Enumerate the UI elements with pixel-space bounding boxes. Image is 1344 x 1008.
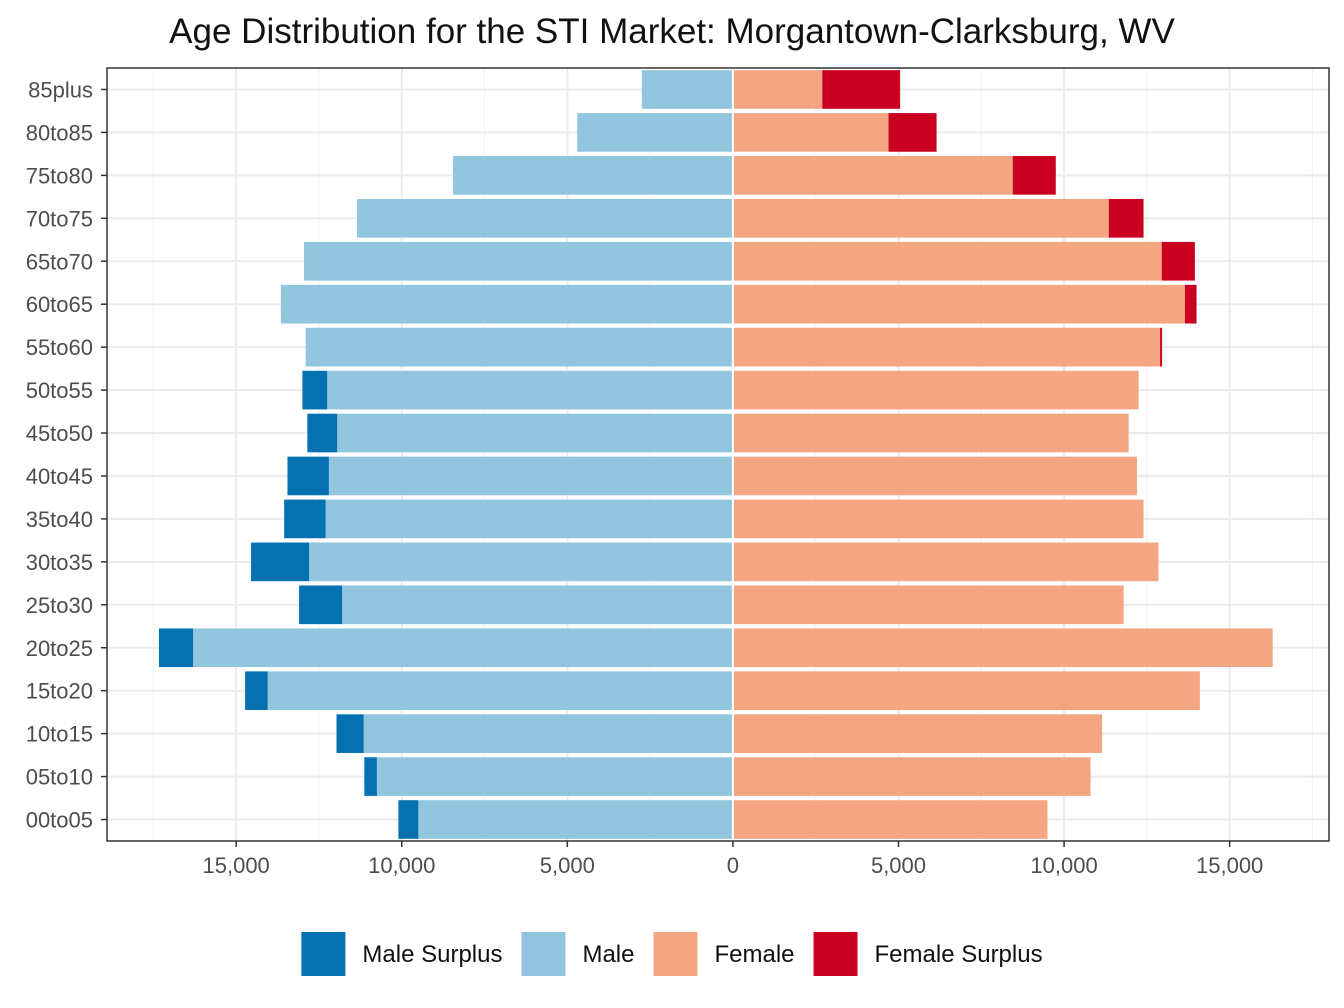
plot-panel [107, 68, 1329, 841]
bar-female-05to10 [732, 757, 1091, 796]
bar-female-00to05 [732, 800, 1048, 839]
y-tick-label-85plus: 85plus [28, 77, 93, 102]
x-tick-label: 5,000 [871, 853, 926, 878]
y-tick-label-00to05: 00to05 [26, 808, 93, 833]
bar-male-70to75 [357, 198, 733, 238]
bar-female-25to30 [732, 585, 1124, 625]
y-tick-label-75to80: 75to80 [26, 163, 93, 188]
bar-male-15to20 [267, 671, 733, 711]
bar-female-surplus-75to80 [1012, 156, 1056, 195]
bar-female-45to50 [732, 413, 1129, 453]
bar-female-surplus-70to75 [1108, 198, 1144, 238]
bar-male-surplus-50to55 [302, 370, 328, 410]
bar-female-70to75 [732, 198, 1109, 238]
bar-male-40to45 [328, 456, 733, 496]
bar-male-surplus-10to15 [336, 714, 364, 753]
bar-male-45to50 [337, 413, 733, 453]
y-tick-label-25to30: 25to30 [26, 593, 93, 618]
bar-male-05to10 [376, 757, 733, 796]
legend-key-male-surplus [301, 932, 346, 976]
bar-male-25to30 [342, 585, 733, 625]
x-tick-label: 10,000 [368, 853, 435, 878]
bar-male-50to55 [327, 370, 733, 410]
bar-female-60to65 [732, 284, 1185, 324]
y-tick-label-70to75: 70to75 [26, 206, 93, 231]
bar-male-35to40 [325, 499, 733, 539]
y-tick-label-80to85: 80to85 [26, 120, 93, 145]
bar-male-surplus-35to40 [284, 499, 326, 539]
y-tick-label-15to20: 15to20 [26, 679, 93, 704]
y-tick-label-10to15: 10to15 [26, 722, 93, 747]
bar-female-55to60 [732, 327, 1161, 367]
bar-female-50to55 [732, 370, 1139, 410]
bar-male-00to05 [418, 800, 733, 839]
bar-male-20to25 [193, 628, 733, 668]
bar-female-75to80 [732, 156, 1013, 195]
bar-male-surplus-30to35 [251, 542, 310, 582]
bar-male-10to15 [363, 714, 733, 753]
bar-female-40to45 [732, 456, 1137, 496]
y-tick-label-60to65: 60to65 [26, 292, 93, 317]
bar-male-surplus-15to20 [245, 671, 268, 711]
bar-female-surplus-65to70 [1161, 241, 1195, 281]
bar-female-surplus-55to60 [1160, 327, 1163, 367]
bar-male-85plus [641, 70, 733, 109]
bar-male-surplus-45to50 [307, 413, 338, 453]
y-tick-label-35to40: 35to40 [26, 507, 93, 532]
bar-female-30to35 [732, 542, 1159, 582]
legend-label-male-surplus: Male Surplus [362, 941, 502, 968]
plot-border [106, 67, 1330, 842]
legend-label-female-surplus: Female Surplus [875, 941, 1043, 968]
legend-label-male: Male [582, 941, 634, 968]
legend-key-female [653, 932, 698, 976]
bar-female-surplus-80to85 [888, 113, 937, 152]
y-tick-label-20to25: 20to25 [26, 636, 93, 661]
bar-female-80to85 [732, 113, 889, 152]
bar-male-80to85 [577, 113, 733, 152]
y-tick-label-65to70: 65to70 [26, 249, 93, 274]
x-tick-label: 5,000 [540, 853, 595, 878]
x-tick-label: 15,000 [203, 853, 270, 878]
bar-male-30to35 [309, 542, 733, 582]
bar-male-surplus-25to30 [299, 585, 343, 625]
bar-male-60to65 [280, 284, 733, 324]
bar-female-surplus-60to65 [1184, 284, 1197, 324]
y-tick-label-45to50: 45to50 [26, 421, 93, 446]
bar-female-10to15 [732, 714, 1103, 753]
y-tick-label-05to10: 05to10 [26, 765, 93, 790]
chart-title: Age Distribution for the STI Market: Mor… [169, 12, 1175, 51]
x-tick-label: 0 [727, 853, 739, 878]
bar-male-75to80 [453, 156, 733, 195]
legend-key-male [521, 932, 566, 976]
bar-male-surplus-05to10 [364, 757, 377, 796]
bar-male-surplus-00to05 [398, 800, 419, 839]
bar-male-surplus-20to25 [158, 628, 194, 668]
bar-female-15to20 [732, 671, 1200, 711]
x-tick-label: 10,000 [1030, 853, 1097, 878]
bar-female-35to40 [732, 499, 1144, 539]
y-tick-label-50to55: 50to55 [26, 378, 93, 403]
y-tick-label-40to45: 40to45 [26, 464, 93, 489]
bar-male-surplus-40to45 [287, 456, 329, 496]
bar-female-surplus-85plus [822, 70, 901, 109]
legend-label-female: Female [714, 941, 794, 968]
y-tick-label-30to35: 30to35 [26, 550, 93, 575]
bar-female-85plus [732, 70, 823, 109]
legend-key-female-surplus [813, 932, 858, 976]
bar-female-65to70 [732, 241, 1162, 281]
bar-male-65to70 [304, 241, 733, 281]
y-tick-label-55to60: 55to60 [26, 335, 93, 360]
x-tick-label: 15,000 [1196, 853, 1263, 878]
bar-female-20to25 [732, 628, 1273, 668]
bar-male-55to60 [305, 327, 733, 367]
